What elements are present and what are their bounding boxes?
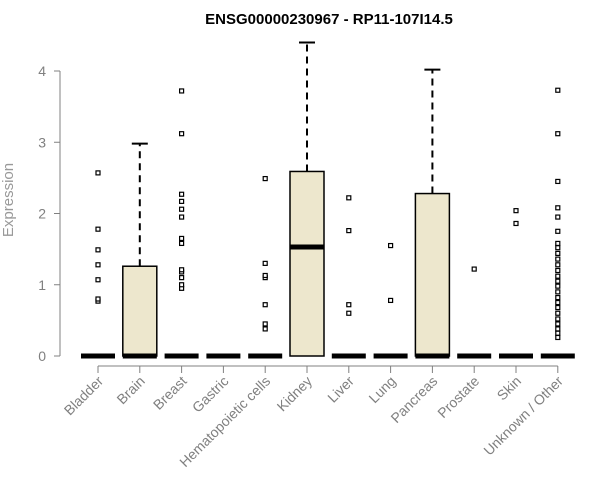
y-tick-label: 4 [38, 63, 46, 79]
outlier-point [179, 198, 185, 204]
outlier-point [346, 195, 352, 201]
outlier-point [179, 235, 185, 242]
x-tick-label: Bladder [61, 373, 107, 419]
outlier-point [179, 88, 185, 94]
outlier-point [555, 273, 561, 279]
outlier-point [95, 262, 101, 268]
outlier-point [179, 206, 185, 212]
x-tick-label: Kidney [274, 373, 316, 415]
outlier-point [95, 296, 101, 302]
outlier-point [262, 260, 268, 266]
x-tick-label: Lung [365, 373, 398, 406]
x-tick-label: Liver [324, 373, 357, 406]
box-liver [331, 195, 366, 359]
outlier-point [179, 282, 185, 288]
box-unknown-other [540, 87, 575, 359]
box-hematopoietic-cells [248, 175, 283, 359]
outlier-point [555, 240, 561, 247]
box-skin [499, 208, 533, 359]
outlier-point [179, 240, 185, 247]
outlier-point [555, 294, 561, 301]
outlier-point [555, 334, 561, 341]
outlier-point [95, 247, 101, 253]
outlier-point [555, 321, 561, 327]
outlier-point [555, 256, 561, 262]
outlier-point [555, 310, 561, 316]
outlier-point [346, 302, 352, 308]
outlier-point [346, 310, 352, 316]
outlier-point [555, 205, 561, 211]
outlier-point [262, 272, 268, 279]
outlier-point [555, 326, 561, 332]
outlier-point [555, 245, 561, 251]
y-axis-label: Expression [0, 163, 17, 237]
y-tick-label: 0 [38, 348, 46, 364]
outlier-point [262, 326, 268, 332]
outlier-point [95, 226, 101, 232]
outlier-point [555, 330, 561, 336]
outlier-point [179, 267, 185, 273]
outlier-point [555, 178, 561, 185]
box-breast [164, 88, 199, 359]
outlier-point [95, 277, 101, 283]
outlier-point [513, 220, 519, 227]
outlier-point [388, 297, 394, 304]
outlier-point [555, 289, 561, 295]
x-tick-label: Unknown / Other [480, 373, 566, 459]
outlier-point [555, 228, 561, 234]
x-tick-label: Breast [150, 373, 190, 413]
outlier-point [179, 131, 185, 137]
outlier-point [471, 266, 477, 272]
outlier-point [388, 242, 394, 249]
outlier-point [262, 302, 268, 308]
outlier-point [555, 316, 561, 322]
outlier-point [262, 175, 268, 182]
outlier-point [555, 278, 561, 284]
outlier-point [555, 214, 561, 220]
x-tick-label: Brain [113, 373, 147, 407]
outlier-point [555, 131, 561, 137]
box-pancreas [414, 68, 451, 359]
outlier-point [179, 191, 185, 197]
outlier-point [555, 299, 561, 306]
outlier-point [179, 275, 185, 281]
box-body [289, 170, 325, 357]
outlier-point [555, 250, 561, 256]
outlier-point [555, 87, 561, 93]
box-kidney [289, 41, 325, 357]
y-tick-label: 1 [38, 277, 46, 293]
outlier-point [555, 262, 561, 268]
outlier-point [555, 283, 561, 289]
box-lung [373, 242, 408, 359]
box-body [414, 192, 451, 357]
outlier-point [513, 208, 519, 214]
y-axis: 0 1 2 3 4 [38, 63, 61, 364]
box-brain [122, 142, 158, 359]
x-tick-label: Skin [494, 373, 525, 404]
y-tick-label: 3 [38, 134, 46, 150]
outlier-point [555, 304, 561, 311]
outlier-point [346, 228, 352, 234]
x-tick-label: Prostate [434, 373, 482, 421]
box-prostate [457, 266, 492, 359]
plot-area [81, 41, 575, 359]
outlier-point [555, 267, 561, 274]
outlier-point [179, 214, 185, 220]
outlier-point [262, 321, 268, 327]
y-tick-label: 2 [38, 206, 46, 222]
chart-title: ENSG00000230967 - RP11-107I14.5 [205, 11, 453, 28]
outlier-point [95, 170, 101, 176]
box-body [122, 265, 158, 357]
box-bladder [81, 170, 115, 359]
